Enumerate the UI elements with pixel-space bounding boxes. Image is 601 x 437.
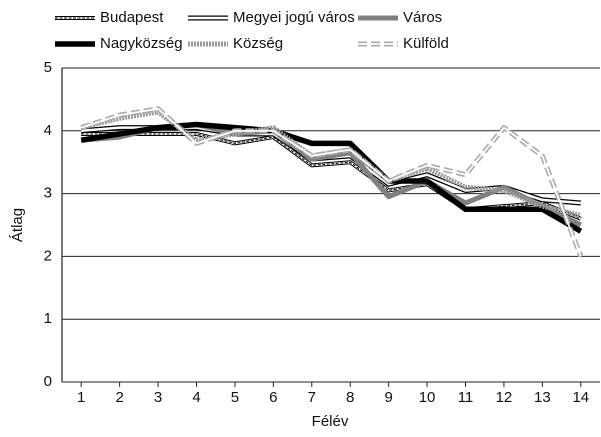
legend-label: Város [403, 9, 442, 26]
x-tick-label: 3 [154, 389, 162, 406]
y-tick-label: 3 [44, 185, 52, 202]
x-tick-label: 13 [534, 389, 551, 406]
y-tick-label: 5 [44, 59, 52, 76]
x-tick-label: 1 [77, 389, 85, 406]
y-tick-label: 2 [44, 247, 52, 264]
series-line [80, 121, 583, 234]
x-tick-label: 6 [269, 389, 277, 406]
y-tick-label: 1 [44, 310, 52, 327]
legend-label: Község [233, 35, 283, 52]
x-tick-label: 5 [231, 389, 239, 406]
series-line-dots [81, 133, 581, 220]
x-tick-label: 4 [192, 389, 200, 406]
x-tick-label: 11 [458, 389, 474, 406]
y-tick-label: 0 [44, 373, 52, 390]
legend-label: Külföld [403, 35, 449, 52]
legend-label: Nagyközség [100, 35, 183, 52]
x-tick-label: 9 [384, 389, 392, 406]
x-tick-label: 14 [572, 389, 589, 406]
x-tick-label: 10 [419, 389, 436, 406]
series-line-core [81, 132, 582, 220]
legend-label: Megyei jogú város [233, 9, 355, 26]
x-tick-label: 2 [115, 389, 123, 406]
x-tick-label: 7 [308, 389, 316, 406]
x-tick-label: 8 [346, 389, 354, 406]
y-tick-label: 4 [44, 122, 52, 139]
y-axis-label: Átlag [9, 208, 26, 242]
x-axis-label: Félév [312, 413, 349, 430]
x-tick-label: 12 [496, 389, 513, 406]
legend-label: Budapest [100, 9, 164, 26]
series-line-core [80, 107, 582, 257]
